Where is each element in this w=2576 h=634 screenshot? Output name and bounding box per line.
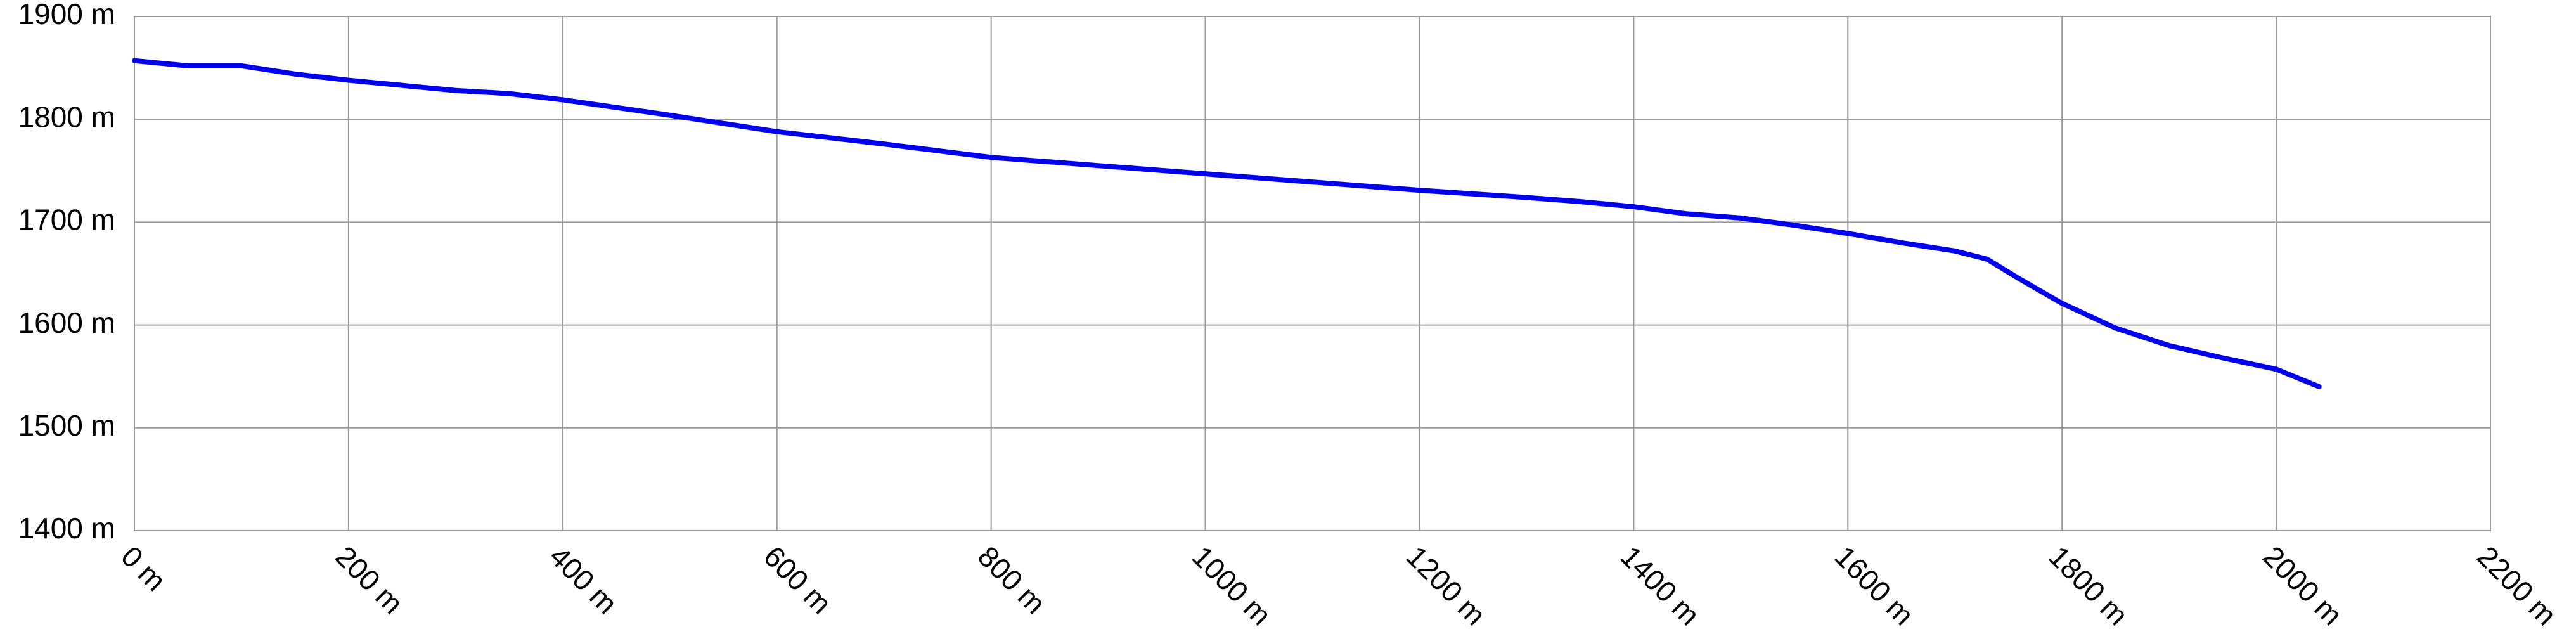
y-tick-label: 1400 m [18,512,115,545]
x-tick-label: 2000 m [2257,540,2348,631]
y-tick-label: 1700 m [18,204,115,236]
y-tick-label: 1900 m [18,0,115,30]
x-tick-label: 2200 m [2471,540,2563,631]
elevation-line [132,58,2322,389]
x-tick-label: 400 m [543,540,624,620]
x-tick-label: 1800 m [2042,540,2134,631]
x-tick-label: 1400 m [1614,540,1706,631]
x-tick-label: 200 m [329,540,409,620]
x-tick-label: 1000 m [1186,540,1278,631]
y-tick-label: 1600 m [18,306,115,339]
y-tick-label: 1800 m [18,100,115,133]
x-tick-label: 1200 m [1400,540,1492,631]
x-tick-label: 0 m [115,540,172,597]
x-tick-label: 600 m [757,540,838,620]
x-tick-label: 800 m [972,540,1052,620]
y-tick-label: 1500 m [18,409,115,442]
x-tick-label: 1600 m [1828,540,1920,631]
